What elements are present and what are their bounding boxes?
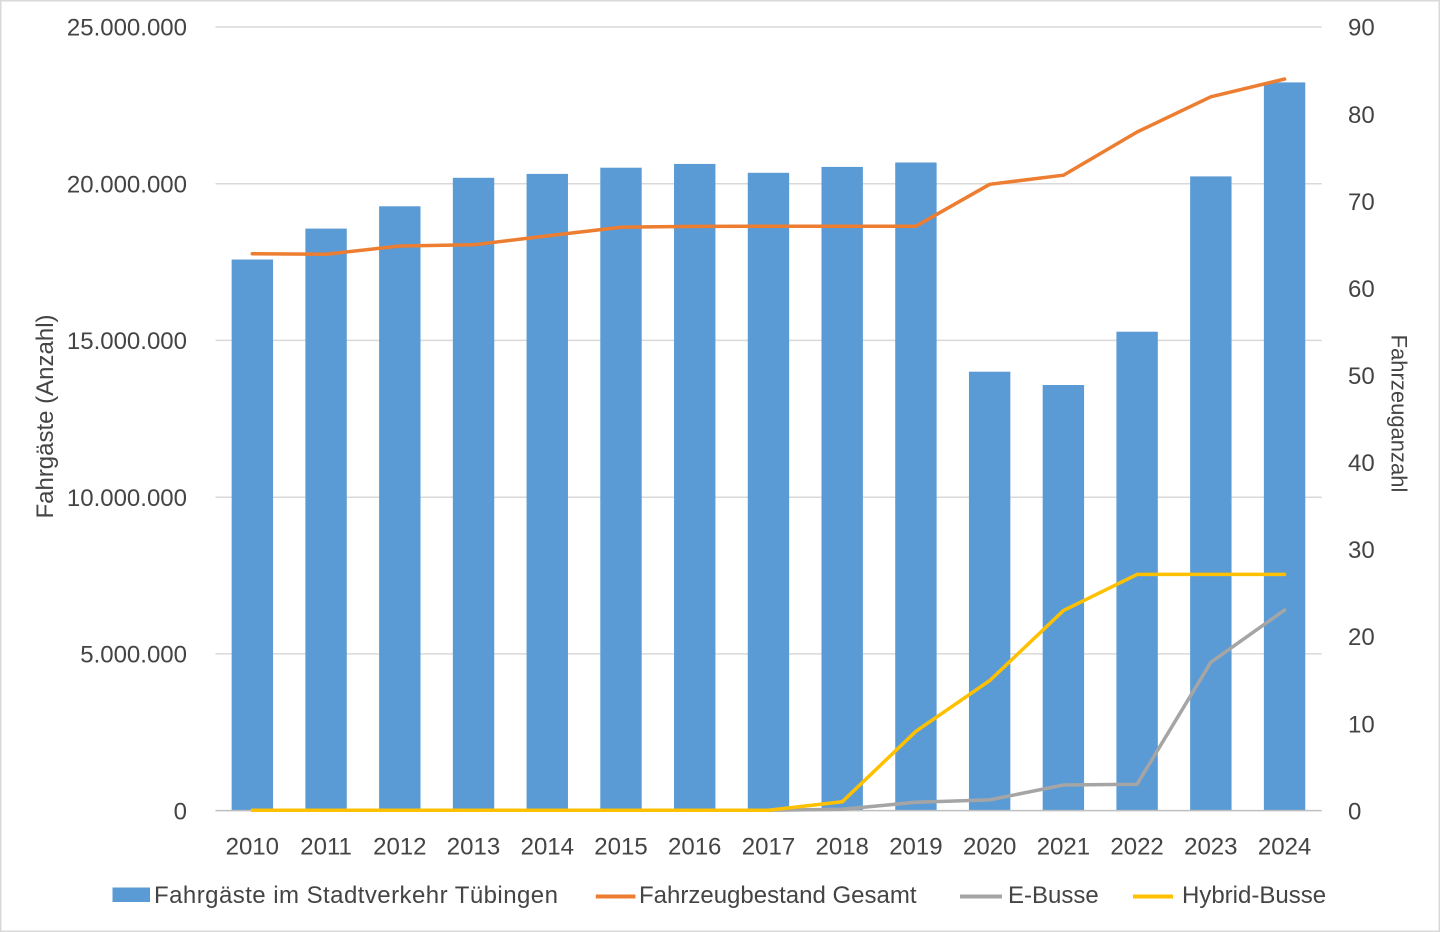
svg-text:2023: 2023	[1184, 834, 1237, 861]
svg-text:Fahrzeugbestand Gesamt: Fahrzeugbestand Gesamt	[639, 882, 917, 909]
svg-text:2011: 2011	[300, 834, 352, 861]
svg-text:2016: 2016	[668, 834, 721, 861]
svg-text:80: 80	[1348, 102, 1375, 129]
svg-text:20.000.000: 20.000.000	[67, 171, 187, 198]
svg-text:90: 90	[1348, 15, 1375, 42]
svg-text:10.000.000: 10.000.000	[67, 485, 187, 512]
svg-text:2020: 2020	[963, 834, 1016, 861]
svg-text:2013: 2013	[447, 834, 500, 861]
svg-text:2015: 2015	[594, 834, 647, 861]
svg-text:60: 60	[1348, 276, 1375, 303]
svg-text:15.000.000: 15.000.000	[67, 328, 187, 355]
svg-text:10: 10	[1348, 711, 1375, 738]
svg-text:30: 30	[1348, 537, 1375, 564]
svg-text:Hybrid-Busse: Hybrid-Busse	[1182, 882, 1326, 909]
svg-text:2021: 2021	[1037, 834, 1090, 861]
svg-text:0: 0	[1348, 798, 1361, 825]
svg-text:Fahrzeuganzahl: Fahrzeuganzahl	[1387, 335, 1412, 493]
svg-text:2010: 2010	[226, 834, 279, 861]
svg-text:2014: 2014	[521, 834, 574, 861]
svg-text:Fahrgäste (Anzahl): Fahrgäste (Anzahl)	[32, 314, 59, 518]
svg-text:25.000.000: 25.000.000	[67, 15, 187, 42]
svg-text:70: 70	[1348, 189, 1375, 216]
svg-text:5.000.000: 5.000.000	[80, 642, 187, 669]
svg-text:2024: 2024	[1258, 834, 1311, 861]
svg-text:50: 50	[1348, 363, 1375, 390]
svg-text:20: 20	[1348, 624, 1375, 651]
svg-text:0: 0	[174, 798, 187, 825]
svg-text:2017: 2017	[742, 834, 795, 861]
svg-text:2018: 2018	[816, 834, 869, 861]
svg-text:2019: 2019	[889, 834, 942, 861]
svg-text:E-Busse: E-Busse	[1008, 882, 1099, 909]
svg-text:Fahrgäste im Stadtverkehr Tübi: Fahrgäste im Stadtverkehr Tübingen	[154, 882, 558, 909]
svg-text:2012: 2012	[373, 834, 426, 861]
svg-text:40: 40	[1348, 450, 1375, 477]
svg-text:2022: 2022	[1110, 834, 1163, 861]
